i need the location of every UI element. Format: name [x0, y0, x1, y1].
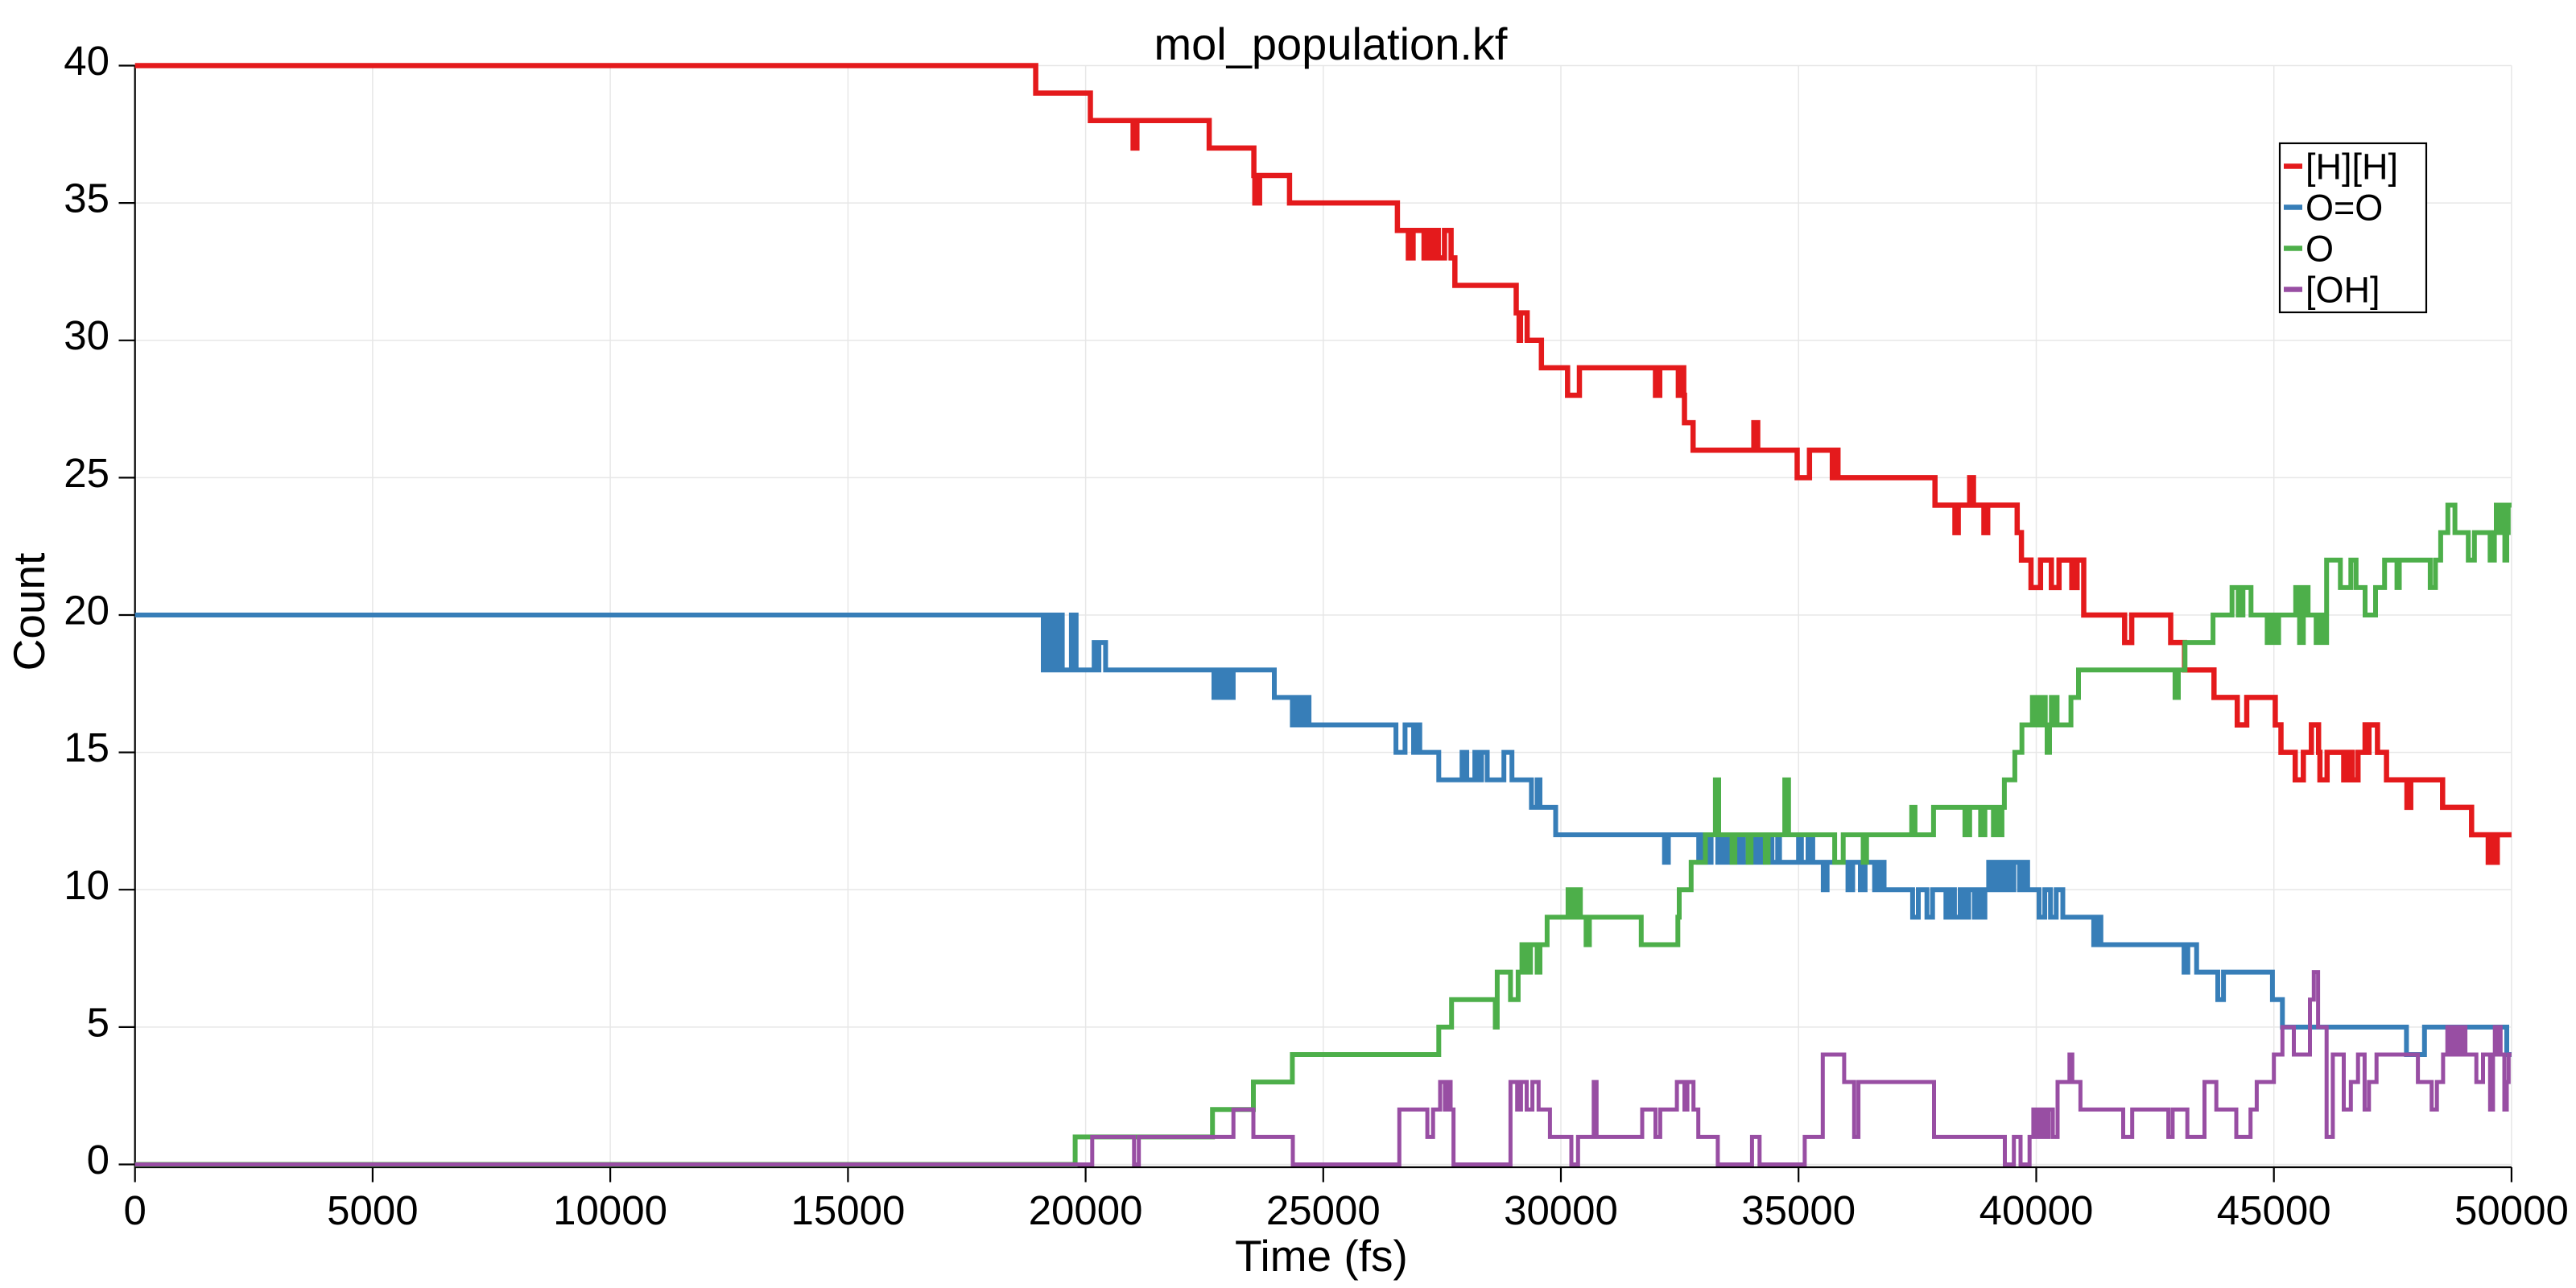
- svg-text:40000: 40000: [1979, 1187, 2094, 1233]
- svg-text:Time (fs): Time (fs): [1235, 1231, 1408, 1281]
- svg-text:15000: 15000: [791, 1187, 905, 1233]
- svg-text:Count: Count: [4, 553, 54, 671]
- svg-text:25: 25: [64, 450, 109, 496]
- svg-text:20000: 20000: [1029, 1187, 1143, 1233]
- svg-text:0: 0: [124, 1187, 147, 1233]
- svg-text:O=O: O=O: [2306, 188, 2383, 229]
- svg-text:50000: 50000: [2454, 1187, 2569, 1233]
- svg-text:[OH]: [OH]: [2306, 270, 2380, 311]
- svg-text:40: 40: [64, 38, 109, 84]
- svg-text:15: 15: [64, 724, 109, 770]
- svg-text:25000: 25000: [1266, 1187, 1381, 1233]
- svg-text:10000: 10000: [553, 1187, 667, 1233]
- svg-text:45000: 45000: [2217, 1187, 2331, 1233]
- svg-text:35: 35: [64, 175, 109, 221]
- svg-text:[H][H]: [H][H]: [2306, 147, 2398, 188]
- svg-text:30000: 30000: [1504, 1187, 1618, 1233]
- svg-text:5: 5: [87, 999, 109, 1045]
- svg-text:30: 30: [64, 312, 109, 358]
- svg-text:10: 10: [64, 862, 109, 908]
- svg-text:O: O: [2306, 229, 2334, 270]
- svg-text:35000: 35000: [1741, 1187, 1856, 1233]
- svg-text:mol_population.kf: mol_population.kf: [1154, 19, 1508, 69]
- svg-text:20: 20: [64, 588, 109, 634]
- svg-text:5000: 5000: [327, 1187, 418, 1233]
- svg-text:0: 0: [87, 1137, 109, 1183]
